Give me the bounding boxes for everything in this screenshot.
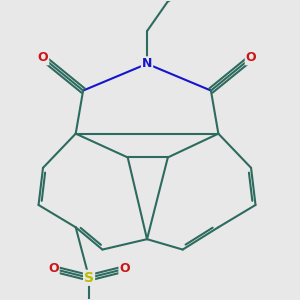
Text: O: O bbox=[119, 262, 130, 275]
Text: S: S bbox=[84, 271, 94, 285]
Text: O: O bbox=[48, 262, 59, 275]
Text: O: O bbox=[38, 51, 48, 64]
Text: N: N bbox=[142, 57, 152, 70]
Text: O: O bbox=[246, 51, 256, 64]
